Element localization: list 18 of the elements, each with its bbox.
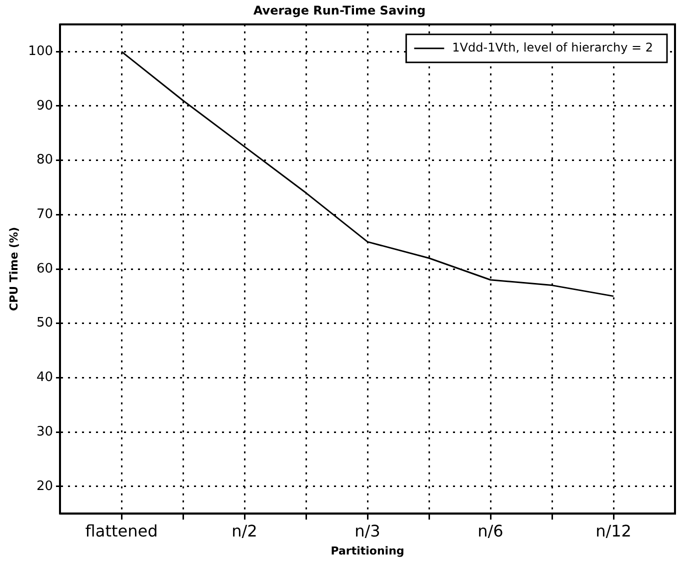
x-tick-label: flattened	[85, 521, 158, 540]
y-tick-label: 90	[36, 98, 54, 114]
y-axis-title: CPU Time (%)	[7, 227, 20, 311]
x-tick-label: n/2	[232, 521, 258, 540]
x-axis-title: Partitioning	[330, 544, 404, 558]
y-tick-label: 60	[36, 261, 54, 276]
x-tick-label: n/3	[354, 521, 380, 540]
y-tick-label: 20	[36, 478, 54, 494]
y-tick-label: 80	[36, 152, 54, 168]
y-tick-label: 70	[36, 207, 54, 222]
y-tick-label: 40	[36, 370, 54, 386]
y-tick-label: 50	[36, 316, 54, 331]
y-tick-label: 100	[28, 44, 54, 59]
x-tick-label: n/12	[596, 521, 632, 540]
x-tick-label: n/6	[478, 521, 504, 540]
legend-label: 1Vdd-1Vth, level of hierarchy = 2	[452, 40, 654, 55]
chart-title: Average Run-Time Saving	[253, 3, 426, 18]
y-tick-label: 30	[36, 424, 54, 440]
